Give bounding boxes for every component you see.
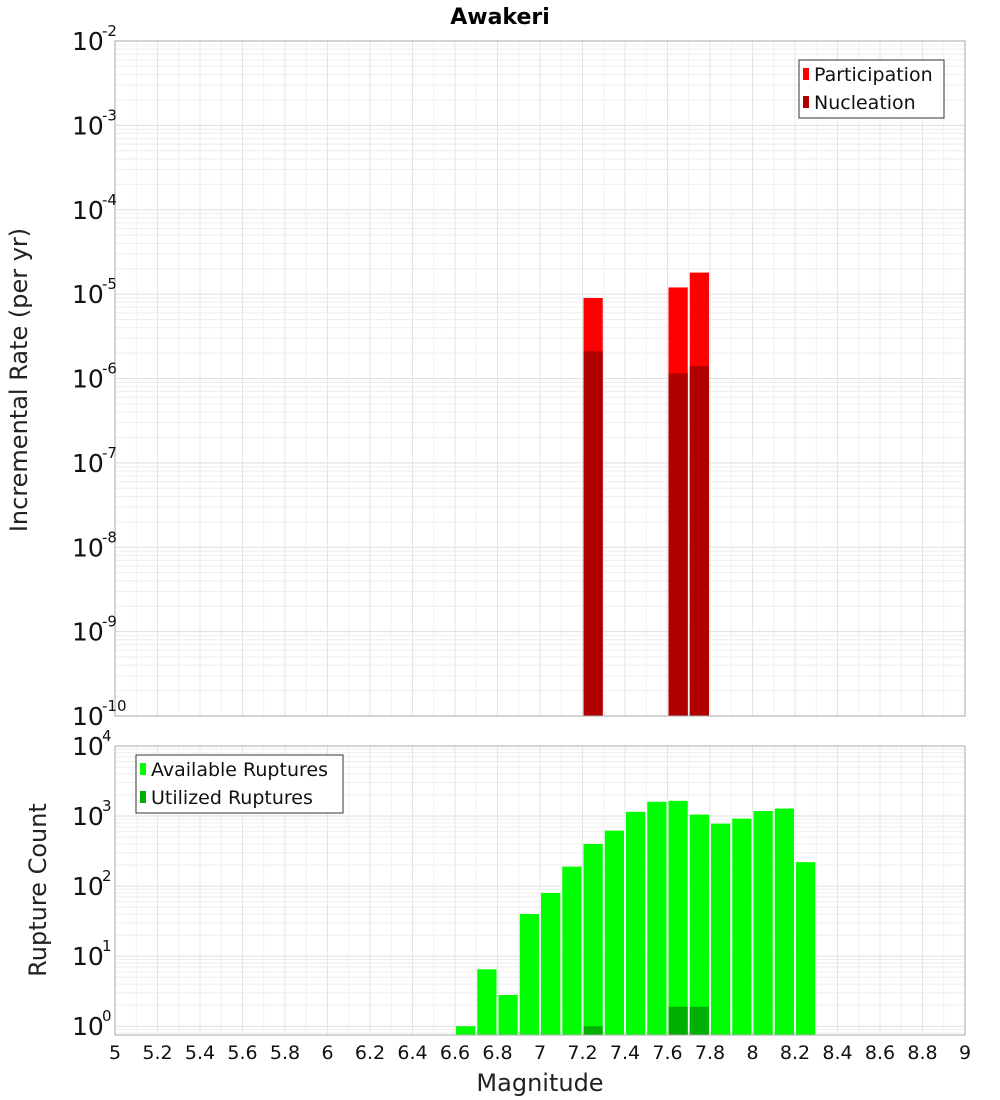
x-tick-label: 6.8	[482, 1042, 512, 1064]
legend-box	[135, 754, 344, 814]
bottom-bar-s1	[562, 866, 582, 1035]
bottom-bar-s1	[668, 800, 688, 1035]
bottom-bar-s1	[732, 818, 752, 1035]
top-ytick-label: 10	[72, 533, 104, 562]
x-tick-label: 6.4	[397, 1042, 427, 1064]
legend-label: Available Ruptures	[151, 759, 328, 781]
top-ytick-exponent: -2	[102, 22, 117, 40]
legend-swatch	[140, 791, 146, 803]
bottom-ytick-label: 10	[72, 732, 104, 761]
top-ytick-exponent: -6	[102, 360, 117, 378]
top-ytick-exponent: -8	[102, 528, 117, 546]
bottom-bar-s1	[541, 892, 561, 1035]
bottom-legend: Available Ruptures Utilized Ruptures	[135, 754, 344, 814]
top-ytick-label: 10	[72, 27, 104, 56]
top-panel: 10-210-310-410-510-610-710-810-910-10Par…	[72, 22, 966, 731]
top-bar-s2	[689, 366, 709, 716]
top-ytick-exponent: -4	[102, 191, 117, 209]
x-tick-label: 7.8	[695, 1042, 725, 1064]
x-tick-label: 5.6	[227, 1042, 257, 1064]
top-bar-s2	[668, 373, 688, 716]
top-ytick-label: 10	[72, 196, 104, 225]
top-ytick-exponent: -9	[102, 613, 117, 631]
bottom-ytick-label: 10	[72, 802, 104, 831]
bottom-ytick-exponent: 1	[102, 937, 112, 955]
bottom-bar-s1	[519, 914, 539, 1035]
x-tick-label: 8.8	[907, 1042, 937, 1064]
legend-swatch	[140, 763, 146, 775]
x-tick-label: 7.4	[610, 1042, 640, 1064]
x-tick-label: 5	[109, 1042, 121, 1064]
x-tick-label: 5.4	[185, 1042, 215, 1064]
bottom-bar-s1	[711, 823, 731, 1035]
x-tick-label: 8.4	[822, 1042, 852, 1064]
chart-title: Awakeri	[450, 5, 550, 30]
bottom-ytick-exponent: 0	[102, 1007, 112, 1025]
bottom-bar-s1	[796, 862, 816, 1035]
x-tick-label: 6	[321, 1042, 333, 1064]
top-ytick-label: 10	[72, 449, 104, 478]
x-axis-label: Magnitude	[476, 1069, 603, 1097]
top-ytick-label: 10	[72, 702, 104, 731]
bottom-bar-s1	[774, 808, 794, 1035]
bottom-ytick-label: 10	[72, 872, 104, 901]
bottom-y-axis-label: Rupture Count	[24, 803, 52, 977]
x-tick-label: 9	[959, 1042, 971, 1064]
bottom-ytick-label: 10	[72, 942, 104, 971]
x-tick-label: 7.6	[652, 1042, 682, 1064]
bottom-bar-s2	[689, 1006, 709, 1035]
legend-label: Participation	[814, 64, 933, 86]
legend-box	[798, 59, 945, 119]
top-bar-s2	[583, 351, 603, 716]
bottom-bar-s1	[498, 994, 518, 1035]
top-ytick-label: 10	[72, 280, 104, 309]
bottom-bar-s1	[689, 814, 709, 1035]
bottom-ytick-exponent: 3	[102, 797, 112, 815]
legend-label: Utilized Ruptures	[151, 787, 313, 809]
legend-swatch	[803, 96, 809, 108]
legend-label: Nucleation	[814, 92, 916, 114]
top-ytick-exponent: -7	[102, 444, 117, 462]
bottom-bar-s1	[604, 830, 624, 1035]
bottom-ytick-exponent: 4	[102, 727, 112, 745]
bottom-ytick-exponent: 2	[102, 867, 112, 885]
top-ytick-exponent: -3	[102, 106, 117, 124]
bottom-ytick-label: 10	[72, 1012, 104, 1041]
top-plot-frame	[114, 40, 966, 717]
x-tick-label: 6.2	[355, 1042, 385, 1064]
top-ytick-label: 10	[72, 365, 104, 394]
top-y-axis-label: Incremental Rate (per yr)	[5, 228, 33, 532]
top-legend: Participation Nucleation	[798, 59, 945, 119]
x-tick-label: 5.8	[270, 1042, 300, 1064]
x-tick-label: 8	[746, 1042, 758, 1064]
x-tick-label: 8.2	[780, 1042, 810, 1064]
top-ytick-exponent: -5	[102, 275, 117, 293]
bottom-bar-s1	[626, 811, 646, 1035]
bottom-bar-s1	[583, 843, 603, 1035]
top-ytick-label: 10	[72, 618, 104, 647]
x-tick-label: 8.6	[865, 1042, 895, 1064]
bottom-bar-s2	[583, 1026, 603, 1035]
top-ytick-exponent: -10	[102, 697, 127, 715]
bottom-bar-s1	[477, 969, 497, 1035]
bottom-bar-s2	[668, 1006, 688, 1035]
bottom-bar-s1	[753, 811, 773, 1035]
bottom-bar-s1	[647, 801, 667, 1035]
bottom-plot-frame	[114, 745, 966, 1036]
top-ytick-label: 10	[72, 111, 104, 140]
x-tick-label: 5.2	[142, 1042, 172, 1064]
legend-swatch	[803, 68, 809, 80]
bottom-bar-s1	[456, 1026, 476, 1035]
x-tick-label: 7.2	[567, 1042, 597, 1064]
x-tick-label: 6.6	[440, 1042, 470, 1064]
x-tick-label: 7	[534, 1042, 546, 1064]
